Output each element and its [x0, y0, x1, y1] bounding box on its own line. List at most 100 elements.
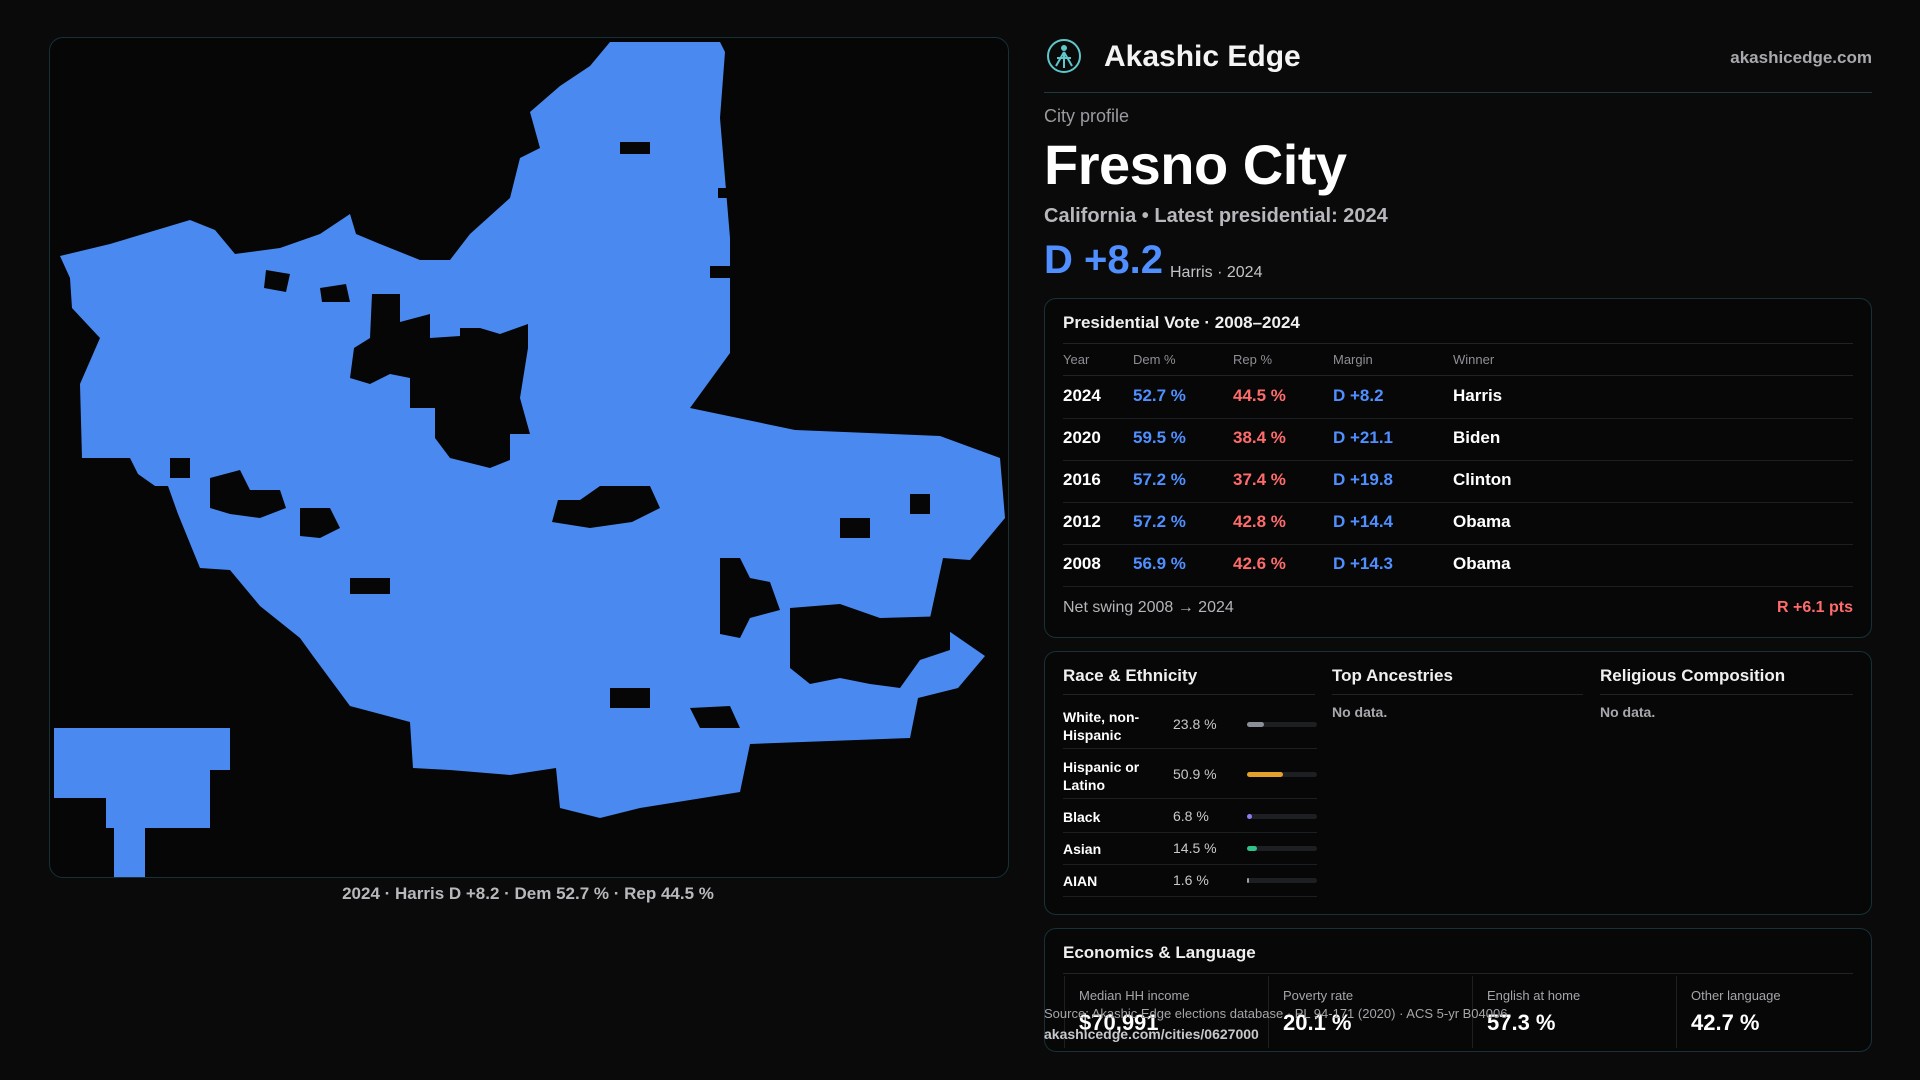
race-row: Black 6.8 %	[1063, 802, 1317, 833]
city-permalink[interactable]: akashicedge.com/cities/0627000	[1044, 1026, 1259, 1042]
col-dem-header: Dem %	[1133, 352, 1176, 367]
race-pct: 6.8 %	[1173, 808, 1209, 824]
economics-title: Economics & Language	[1063, 943, 1256, 962]
table-row: 2024 52.7 % 44.5 % D +8.2 Harris	[1063, 376, 1853, 419]
top-ancestries-title: Top Ancestries	[1332, 666, 1453, 685]
race-label: AIAN	[1063, 873, 1098, 889]
row-year: 2016	[1063, 470, 1101, 489]
race-row: Asian 14.5 %	[1063, 834, 1317, 865]
row-winner: Obama	[1453, 554, 1511, 573]
table-row: 2020 59.5 % 38.4 % D +21.1 Biden	[1063, 418, 1853, 461]
map-caption: 2024 · Harris D +8.2 · Dem 52.7 % · Rep …	[342, 884, 714, 903]
brand-header: Akashic Edge akashicedge.com	[1044, 36, 1872, 93]
econ-value: 42.7 %	[1691, 1010, 1760, 1035]
race-bar	[1247, 846, 1317, 851]
row-rep: 42.8 %	[1233, 512, 1286, 531]
race-label: Asian	[1063, 841, 1102, 857]
presidential-card-title: Presidential Vote · 2008–2024	[1063, 313, 1300, 332]
row-dem: 59.5 %	[1133, 428, 1186, 447]
demographics-card: Race & Ethnicity Top Ancestries Religiou…	[1044, 651, 1872, 915]
col-margin-header: Margin	[1333, 352, 1373, 367]
city-main-body	[60, 42, 1005, 818]
race-bar	[1247, 772, 1317, 777]
ancestries-empty: No data.	[1332, 704, 1388, 720]
race-bar-fill	[1247, 846, 1258, 851]
city-southwest-piece	[54, 728, 230, 877]
econ-label: Other language	[1691, 988, 1781, 1003]
race-bar-fill	[1247, 772, 1283, 777]
city-boundary-shape	[54, 42, 1005, 877]
table-row: 2008 56.9 % 42.6 % D +14.3 Obama	[1063, 544, 1853, 587]
table-row: 2016 57.2 % 37.4 % D +19.8 Clinton	[1063, 460, 1853, 503]
row-year: 2008	[1063, 554, 1101, 573]
compass-figure-icon	[1047, 39, 1081, 73]
race-bar	[1247, 814, 1317, 819]
economics-card: Economics & Language	[1044, 928, 1872, 1052]
religious-composition-title: Religious Composition	[1600, 666, 1786, 685]
row-margin: D +8.2	[1333, 386, 1384, 405]
race-row: White, non-Hispanic 23.8 %	[1063, 702, 1317, 749]
religion-empty: No data.	[1600, 704, 1656, 720]
race-bar-fill	[1247, 722, 1264, 727]
econ-other-language: Other language 42.7 %	[1676, 976, 1857, 1048]
race-row: Hispanic or Latino 50.9 %	[1063, 752, 1317, 799]
col-rep-header: Rep %	[1233, 352, 1273, 367]
latest-margin-note: Harris · 2024	[1170, 264, 1263, 281]
race-pct: 1.6 %	[1173, 872, 1209, 888]
race-pct: 23.8 %	[1173, 716, 1217, 732]
econ-label: Median HH income	[1079, 988, 1190, 1003]
table-row: 2012 57.2 % 42.8 % D +14.4 Obama	[1063, 502, 1853, 545]
city-shape-svg	[54, 42, 1005, 877]
profile-panel: Akashic Edge akashicedge.com City profil…	[1044, 0, 1872, 1080]
race-bar	[1247, 878, 1317, 883]
row-year: 2012	[1063, 512, 1101, 531]
col-winner-header: Winner	[1453, 352, 1495, 367]
row-margin: D +14.4	[1333, 512, 1394, 531]
row-dem: 57.2 %	[1133, 470, 1186, 489]
unincorporated-islands	[170, 142, 950, 728]
race-label: Black	[1063, 809, 1101, 825]
row-winner: Obama	[1453, 512, 1511, 531]
source-note: Source: Akashic Edge elections database …	[1044, 1006, 1508, 1021]
race-label: White, non-Hispanic	[1063, 709, 1140, 743]
row-margin: D +21.1	[1333, 428, 1394, 447]
row-winner: Harris	[1453, 386, 1503, 405]
row-winner: Biden	[1453, 428, 1501, 447]
brand-link[interactable]: akashicedge.com	[1730, 48, 1872, 67]
race-label: Hispanic or Latino	[1063, 759, 1140, 793]
row-rep: 44.5 %	[1233, 386, 1286, 405]
econ-median-income: Median HH income $70,991	[1064, 976, 1245, 1048]
econ-poverty-rate: Poverty rate 20.1 %	[1268, 976, 1449, 1048]
row-year: 2020	[1063, 428, 1101, 447]
col-year-header: Year	[1063, 352, 1090, 367]
econ-value: $70,991	[1079, 1010, 1159, 1035]
econ-english-at-home: English at home 57.3 %	[1472, 976, 1653, 1048]
econ-value: 20.1 %	[1283, 1010, 1352, 1035]
race-row: AIAN 1.6 %	[1063, 866, 1317, 897]
row-year: 2024	[1063, 386, 1101, 405]
page-title: Fresno City	[1044, 133, 1347, 196]
row-rep: 38.4 %	[1233, 428, 1286, 447]
row-rep: 42.6 %	[1233, 554, 1286, 573]
row-rep: 37.4 %	[1233, 470, 1286, 489]
row-dem: 52.7 %	[1133, 386, 1186, 405]
swing-label: Net swing 2008 → 2024	[1063, 599, 1234, 616]
row-winner: Clinton	[1453, 470, 1512, 489]
race-bar-fill	[1247, 878, 1249, 883]
presidential-vote-card: Presidential Vote · 2008–2024 Year Dem %…	[1044, 298, 1872, 638]
swing-value: R +6.1 pts	[1776, 599, 1853, 616]
race-pct: 50.9 %	[1173, 766, 1217, 782]
city-boundary-map[interactable]	[49, 37, 1009, 878]
row-dem: 57.2 %	[1133, 512, 1186, 531]
race-pct: 14.5 %	[1173, 840, 1217, 856]
row-dem: 56.9 %	[1133, 554, 1186, 573]
page-subtitle: California • Latest presidential: 2024	[1044, 205, 1388, 227]
econ-label: English at home	[1487, 988, 1581, 1003]
race-ethnicity-title: Race & Ethnicity	[1063, 666, 1198, 685]
section-eyebrow: City profile	[1044, 106, 1130, 126]
latest-margin: D +8.2	[1044, 238, 1163, 282]
econ-value: 57.3 %	[1487, 1010, 1556, 1035]
race-bar	[1247, 722, 1317, 727]
brand-name: Akashic Edge	[1104, 40, 1301, 73]
econ-label: Poverty rate	[1283, 988, 1354, 1003]
